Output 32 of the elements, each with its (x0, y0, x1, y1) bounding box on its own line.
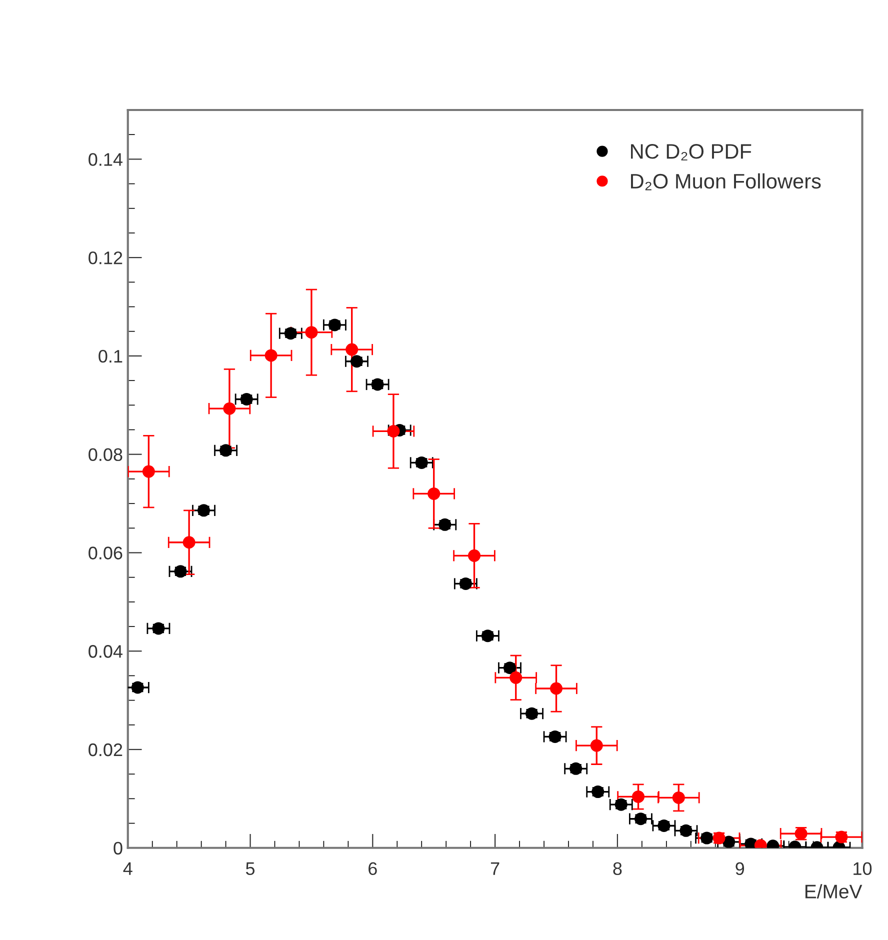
y-tick-label: 0.14 (88, 153, 122, 166)
y-tick-label: 0.1 (98, 350, 122, 363)
y-tick-label: 0.08 (88, 448, 122, 462)
x-axis-title: E/MeV (805, 884, 862, 898)
y-tick-label: 0.06 (88, 546, 122, 560)
point (468, 549, 481, 562)
y-tick-label: 0.04 (88, 645, 122, 658)
point (346, 343, 358, 356)
x-tick-label: 5 (246, 862, 255, 876)
point (305, 326, 318, 339)
point (632, 790, 645, 803)
point (264, 349, 278, 362)
legend-label: D₂O Muon Followers (631, 173, 821, 190)
point (223, 402, 236, 415)
point (182, 536, 196, 549)
x-tick-label: 4 (123, 862, 132, 875)
point (550, 682, 563, 695)
point (428, 487, 440, 500)
point (142, 465, 155, 478)
x-tick-label: 8 (613, 862, 622, 876)
point (590, 739, 603, 752)
y-tick-label: 0.12 (88, 251, 122, 264)
y-tick-label: 0 (114, 842, 122, 855)
y-tick-label: 0.02 (88, 743, 122, 756)
x-tick-label: 9 (736, 862, 744, 876)
point (510, 671, 522, 684)
point (672, 791, 685, 804)
x-tick-label: 7 (490, 862, 500, 875)
x-tick-label: 6 (368, 862, 377, 876)
x-tick-label: 10 (854, 862, 872, 876)
legend-label: NC D₂O PDF (631, 144, 752, 160)
point (387, 424, 400, 438)
